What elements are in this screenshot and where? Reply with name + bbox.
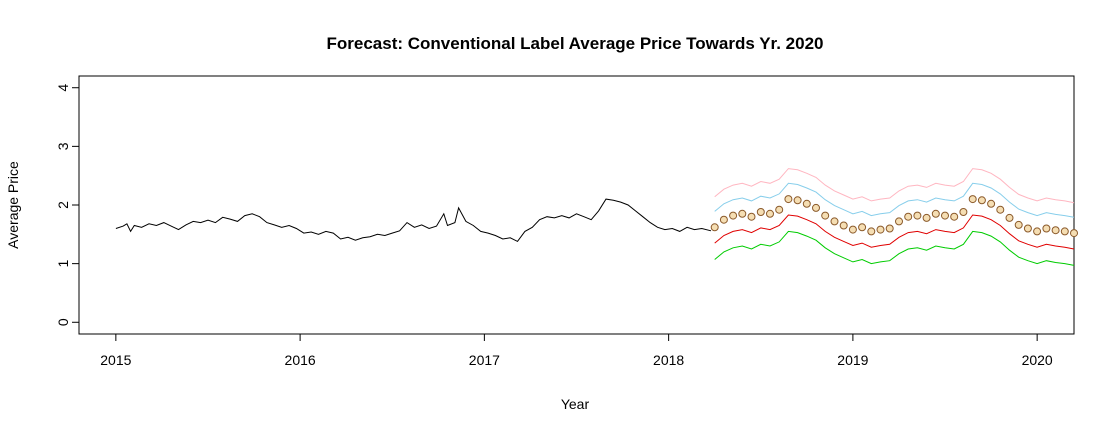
forecast-point bbox=[1070, 229, 1078, 238]
forecast-point bbox=[1005, 213, 1014, 222]
forecast-point bbox=[821, 211, 830, 220]
forecast-point bbox=[968, 195, 977, 204]
upper-95-line bbox=[714, 168, 1075, 204]
forecast-point bbox=[996, 205, 1005, 214]
plot-area-border bbox=[78, 75, 1075, 335]
x-tick-label: 2017 bbox=[469, 352, 500, 368]
forecast-point bbox=[848, 225, 857, 234]
forecast-point bbox=[1060, 227, 1069, 236]
forecast-point bbox=[959, 208, 968, 216]
forecast-point bbox=[802, 199, 811, 208]
forecast-point bbox=[867, 227, 876, 236]
x-tick-label: 2019 bbox=[837, 352, 868, 368]
x-tick-label: 2015 bbox=[100, 352, 131, 368]
forecast-point bbox=[747, 212, 756, 221]
forecast-point bbox=[1033, 227, 1042, 236]
lower-80-line bbox=[714, 214, 1075, 250]
forecast-point bbox=[766, 209, 774, 218]
forecast-point bbox=[941, 211, 949, 220]
y-tick-label: 2 bbox=[55, 201, 71, 209]
forecast-point bbox=[950, 212, 959, 221]
forecast-point bbox=[710, 223, 719, 232]
forecast-point bbox=[931, 209, 940, 218]
forecast-point bbox=[784, 195, 793, 204]
forecast-point bbox=[913, 211, 922, 220]
forecast-point bbox=[922, 213, 931, 222]
forecast-point bbox=[858, 223, 867, 232]
forecast-point bbox=[1042, 224, 1051, 233]
lower-95-line bbox=[714, 230, 1075, 266]
forecast-point bbox=[830, 217, 839, 226]
y-tick-label: 3 bbox=[55, 142, 71, 150]
forecast-point bbox=[885, 224, 894, 233]
forecast-point bbox=[756, 208, 765, 216]
forecast-point bbox=[987, 199, 996, 208]
series-layer bbox=[115, 168, 1078, 266]
forecast-point bbox=[895, 217, 903, 226]
chart-title: Forecast: Conventional Label Average Pri… bbox=[327, 34, 824, 53]
x-tick-label: 2018 bbox=[653, 352, 684, 368]
axes: 2015 2016 2017 2018 2019 2020 0 1 2 3 4 bbox=[55, 84, 1053, 368]
x-axis-label: Year bbox=[561, 396, 590, 412]
x-tick-label: 2016 bbox=[285, 352, 316, 368]
forecast-point bbox=[812, 203, 820, 212]
y-tick-label: 0 bbox=[55, 318, 71, 326]
forecast-point bbox=[775, 205, 784, 214]
forecast-point bbox=[876, 225, 885, 234]
forecast-point bbox=[1023, 224, 1032, 233]
y-axis-label: Average Price bbox=[5, 161, 21, 249]
observed-line bbox=[115, 198, 712, 243]
forecast-point bbox=[719, 215, 728, 224]
forecast-point bbox=[738, 209, 747, 218]
forecast-point bbox=[729, 211, 738, 220]
forecast-point bbox=[1014, 220, 1023, 229]
forecast-point bbox=[904, 212, 913, 221]
upper-80-line bbox=[714, 182, 1075, 218]
forecast-point bbox=[839, 221, 848, 230]
forecast-point bbox=[1051, 226, 1060, 235]
y-tick-label: 1 bbox=[55, 260, 71, 268]
forecast-point bbox=[977, 196, 986, 205]
x-tick-label: 2020 bbox=[1022, 352, 1053, 368]
y-tick-label: 4 bbox=[55, 84, 71, 92]
forecast-point bbox=[793, 196, 802, 205]
